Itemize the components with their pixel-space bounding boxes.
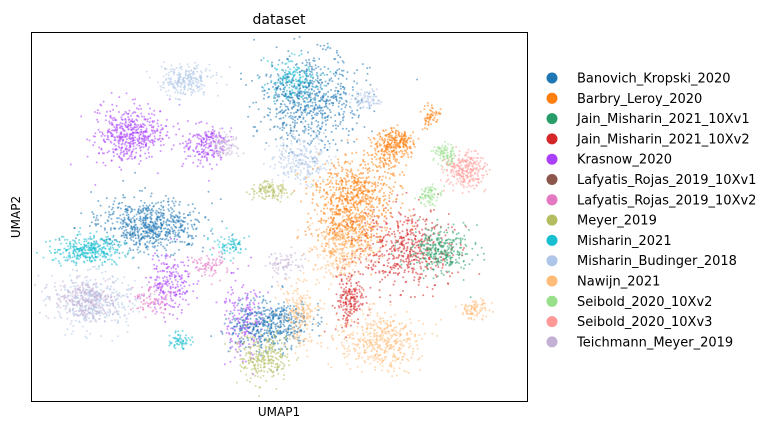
legend-label: Nawijn_2021 — [577, 275, 660, 290]
legend-label: Misharin_Budinger_2018 — [577, 254, 737, 269]
scatter-cluster-3 — [34, 275, 129, 323]
scatter-cluster-28 — [206, 227, 251, 262]
legend-label: Seibold_2020_10Xv3 — [577, 315, 712, 330]
legend-label: Krasnow_2020 — [577, 153, 672, 168]
legend-label: Jain_Misharin_2021_10Xv1 — [576, 112, 750, 127]
legend-marker — [546, 234, 558, 246]
y-axis-label: UMAP2 — [9, 196, 23, 238]
chart-title: dataset — [253, 12, 306, 28]
legend: Banovich_Kropski_2020 Barbry_Leroy_2020 Ja… — [546, 72, 756, 350]
scatter-cluster-36 — [419, 102, 442, 131]
scatter-cluster-8 — [145, 61, 231, 106]
scatter-cluster-22 — [323, 258, 373, 339]
scatter-cluster-30 — [128, 282, 172, 319]
legend-label: Lafyatis_Rojas_2019_10Xv1 — [577, 173, 756, 188]
scatter-cluster-21 — [312, 302, 442, 378]
scatter-cluster-34 — [264, 246, 307, 283]
scatter-cluster-25 — [224, 320, 300, 398]
legend-label: Teichmann_Meyer_2019 — [576, 335, 733, 350]
legend-marker — [546, 255, 558, 267]
plot-area — [34, 35, 494, 398]
legend-marker — [546, 214, 558, 226]
scatter-cluster-1 — [36, 227, 134, 268]
scatter-cluster-26 — [273, 277, 330, 358]
scatter-cluster-35 — [262, 122, 338, 199]
legend-marker — [546, 153, 558, 165]
plot-frame — [31, 32, 528, 402]
legend-marker — [546, 275, 558, 287]
scatter-cluster-0 — [58, 171, 234, 269]
legend-label: Meyer_2019 — [577, 214, 657, 229]
scatter-cluster-15 — [376, 124, 420, 154]
legend-marker — [546, 72, 558, 84]
scatter-cluster-27 — [245, 173, 314, 203]
scatter-cluster-32 — [454, 297, 494, 321]
scatter-cluster-5 — [179, 120, 233, 182]
legend-marker — [546, 113, 558, 125]
x-axis-label: UMAP1 — [258, 405, 300, 419]
legend-label: Misharin_2021 — [577, 234, 672, 249]
legend-label: Jain_Misharin_2021_10Xv2 — [576, 132, 750, 147]
scatter-cluster-17 — [390, 218, 486, 299]
legend-marker — [546, 336, 558, 348]
scatter-cluster-23 — [297, 203, 391, 305]
scatter-cluster-11 — [348, 88, 383, 117]
scatter-cluster-19 — [430, 140, 456, 171]
scatter-cluster-10 — [240, 35, 419, 163]
legend-marker — [546, 92, 558, 104]
legend-label: Lafyatis_Rojas_2019_10Xv2 — [577, 193, 756, 208]
legend-marker — [546, 295, 558, 307]
legend-marker — [546, 194, 558, 206]
legend-marker — [546, 316, 558, 328]
scatter-cluster-4 — [69, 91, 189, 186]
scatter-cluster-31 — [168, 330, 194, 350]
scatter-cluster-29 — [188, 246, 234, 286]
scatter-cluster-6 — [136, 237, 200, 323]
legend-marker — [546, 174, 558, 185]
scatter-cluster-20 — [414, 183, 446, 208]
scatter-cluster-33 — [207, 127, 245, 158]
legend-label: Barbry_Leroy_2020 — [577, 92, 702, 107]
legend-marker — [546, 133, 558, 145]
legend-label: Banovich_Kropski_2020 — [577, 72, 731, 87]
legend-label: Seibold_2020_10Xv2 — [577, 295, 712, 310]
